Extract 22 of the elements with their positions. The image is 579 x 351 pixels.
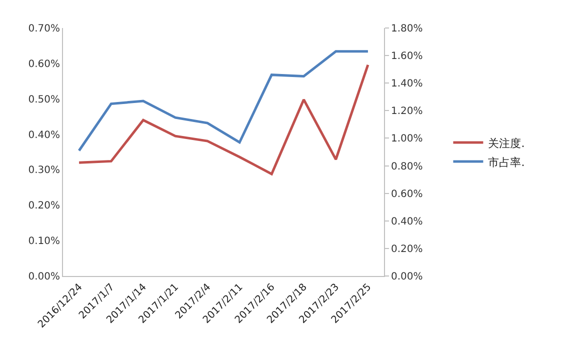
- y2-tick-label: 1.60%: [391, 51, 423, 62]
- y-tick-label: 0.10%: [28, 236, 60, 248]
- y2-tick-label: 1.80%: [391, 24, 423, 34]
- y2-tick-label: 1.20%: [391, 106, 423, 118]
- y-tick-label: 0.20%: [28, 200, 60, 212]
- y-tick-label: 0.40%: [28, 130, 60, 141]
- y-tick-label: 0.70%: [28, 24, 60, 34]
- line-series: [78, 50, 370, 152]
- line-series: [78, 64, 370, 176]
- y2-tick-label: 0.60%: [391, 188, 423, 200]
- y2-tick-label: 0.80%: [391, 161, 423, 172]
- legend-label: 关注度.: [488, 136, 525, 150]
- y2-tick-label: 1.40%: [391, 78, 423, 90]
- legend-label: 市占率.: [488, 156, 525, 169]
- y-tick-label: 0.30%: [28, 165, 60, 176]
- y2-tick-label: 1.00%: [391, 134, 423, 145]
- y-tick-label: 0.60%: [28, 58, 60, 70]
- y2-tick-label: 0.20%: [391, 244, 423, 255]
- y-tick-label: 0.00%: [28, 272, 60, 282]
- y2-tick-label: 0.40%: [391, 216, 423, 228]
- y-tick-label: 0.50%: [28, 94, 60, 106]
- y2-tick-label: 0.00%: [391, 272, 423, 282]
